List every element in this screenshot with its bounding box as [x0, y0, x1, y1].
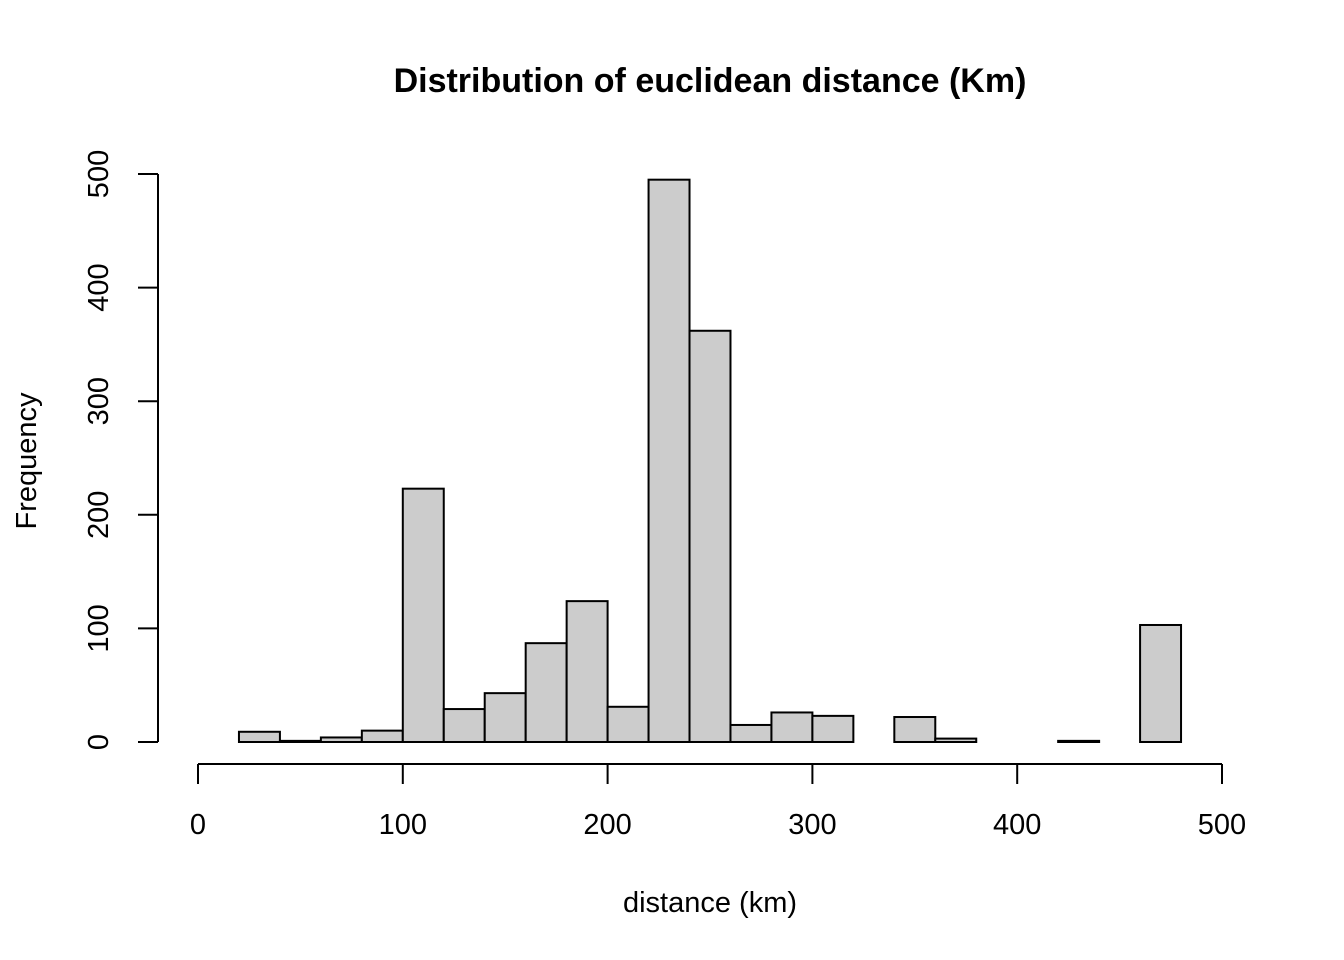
histogram-bar: [1057, 739, 1101, 744]
histogram-bar: [442, 708, 486, 744]
y-tick-label: 400: [83, 263, 115, 311]
bars-group: [237, 178, 1183, 744]
x-tick-label: 500: [1198, 809, 1246, 841]
x-tick-label: 0: [190, 809, 206, 841]
histogram-bar: [319, 736, 363, 743]
x-tick-label: 200: [583, 809, 631, 841]
histogram-bar: [729, 723, 773, 744]
histogram-bar: [934, 737, 978, 743]
y-axis-label: Frequency: [11, 392, 43, 530]
histogram-bar: [1139, 623, 1183, 744]
histogram-bar: [565, 600, 609, 743]
histogram-bar: [237, 730, 281, 744]
x-axis-label: distance (km): [623, 887, 797, 919]
histogram-bar: [770, 711, 814, 743]
chart-title: Distribution of euclidean distance (Km): [394, 62, 1027, 100]
histogram-bar: [811, 714, 855, 744]
y-tick-label: 100: [83, 604, 115, 652]
y-tick-label: 200: [83, 491, 115, 539]
x-tick-label: 100: [379, 809, 427, 841]
y-tick-label: 0: [83, 734, 115, 750]
histogram-bar: [524, 642, 568, 744]
histogram-bar: [688, 329, 732, 743]
x-tick-label: 400: [993, 809, 1041, 841]
histogram-bar: [483, 692, 527, 743]
x-tick-label: 300: [788, 809, 836, 841]
y-axis: 0 100 200 300 400 500: [83, 150, 159, 750]
histogram-bar: [278, 739, 322, 744]
y-tick-label: 300: [83, 377, 115, 425]
histogram-bar: [647, 178, 691, 743]
y-tick-label: 500: [83, 150, 115, 198]
histogram-bar: [606, 705, 650, 743]
histogram-bar: [401, 487, 445, 743]
histogram-bar: [893, 716, 937, 743]
x-axis: 0 100 200 300 400 500: [190, 763, 1246, 841]
histogram-bar: [360, 729, 404, 744]
